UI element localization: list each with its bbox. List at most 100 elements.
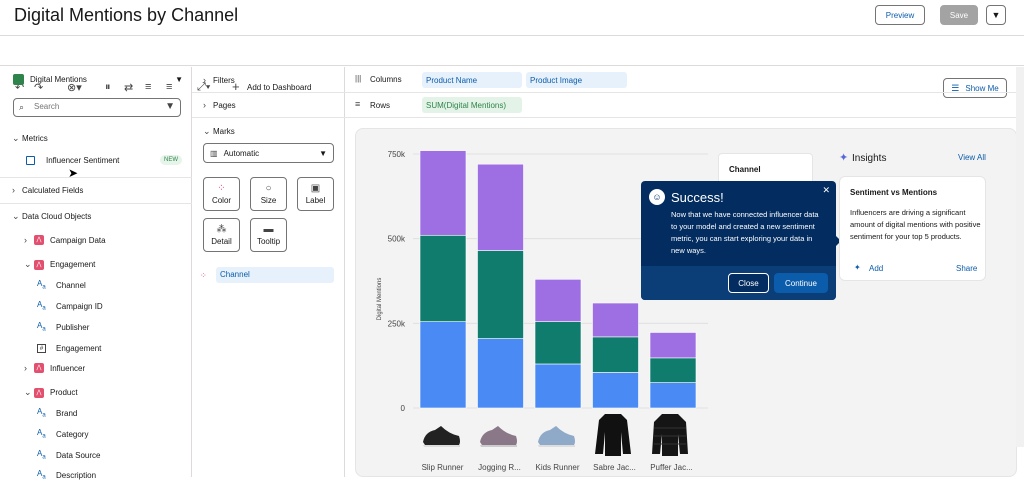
columns-pill-product-name[interactable]: Product Name — [422, 72, 522, 88]
field-data-source[interactable]: Aa Data Source — [37, 448, 100, 462]
search-field[interactable]: ⌕ ▼ — [13, 98, 181, 117]
popover-arrow — [836, 236, 841, 246]
bar-segment[interactable] — [649, 357, 697, 383]
rows-pill-sum-mentions[interactable]: SUM(Digital Mentions) — [422, 97, 522, 113]
search-input[interactable] — [34, 102, 154, 111]
view-all-link[interactable]: View All — [958, 153, 986, 162]
pages-section[interactable]: › Pages — [203, 100, 236, 110]
share-link[interactable]: Share — [956, 264, 978, 273]
bar-segment[interactable] — [419, 150, 467, 236]
number-field-icon: # — [37, 343, 46, 353]
object-icon: ⋀ — [34, 363, 44, 373]
label-label: Label — [305, 196, 326, 205]
field-engagement[interactable]: # Engagement — [37, 341, 101, 355]
undo-icon[interactable]: ↶ — [15, 82, 25, 94]
data-source-selector[interactable]: Digital Mentions ▼ — [13, 74, 183, 85]
calc-fields-label: Calculated Fields — [22, 185, 84, 195]
show-me-button[interactable]: ☰ Show Me — [943, 78, 1007, 98]
save-button[interactable]: Save — [940, 5, 978, 25]
bar-segment[interactable] — [649, 332, 697, 359]
field-channel[interactable]: Aa Channel — [37, 278, 86, 292]
einstein-avatar-icon: ☺ — [649, 189, 665, 205]
add-link[interactable]: Add — [869, 264, 884, 273]
calculated-fields-section[interactable]: › Calculated Fields — [12, 185, 83, 195]
tooltip-button[interactable]: ▬ Tooltip — [250, 218, 287, 252]
chevron-right-icon: › — [12, 185, 15, 195]
object-label: Influencer — [50, 363, 86, 373]
text-field-icon: Aa — [37, 407, 46, 419]
sort-descending-icon[interactable]: ≡ — [166, 81, 173, 93]
chevron-right-icon: › — [24, 363, 27, 373]
divider — [0, 177, 192, 178]
color-field-pill[interactable]: ⁘ Channel — [200, 267, 334, 283]
text-field-icon: Aa — [37, 449, 46, 461]
field-label: Engagement — [56, 343, 102, 353]
preview-button[interactable]: Preview — [875, 5, 925, 25]
detail-button[interactable]: ⁂ Detail — [203, 218, 240, 252]
field-label: Description — [56, 470, 97, 480]
chevron-down-icon: ▼ — [175, 75, 183, 84]
bar-segment[interactable] — [419, 321, 467, 409]
close-button[interactable]: Close — [728, 273, 769, 293]
data-source-icon — [13, 74, 24, 85]
fit-icon[interactable]: ⤢▾ — [197, 81, 211, 93]
bar-segment[interactable] — [534, 363, 582, 409]
mark-type-select[interactable]: ▥ Automatic ▼ — [203, 143, 334, 163]
continue-button[interactable]: Continue — [774, 273, 828, 293]
bar-segment[interactable] — [477, 250, 524, 339]
color-field-label: Channel — [216, 267, 334, 283]
save-menu-button[interactable]: ▼ — [986, 5, 1006, 25]
field-campaign-id[interactable]: Aa Campaign ID — [37, 299, 103, 313]
data-cloud-objects-section[interactable]: ⌄ Data Cloud Objects — [12, 211, 91, 222]
add-to-dashboard-label[interactable]: Add to Dashboard — [247, 83, 312, 92]
metrics-section[interactable]: ⌄ Metrics — [12, 133, 48, 144]
color-button[interactable]: ⁘ Color — [203, 177, 240, 211]
marks-section[interactable]: ⌄ Marks — [203, 126, 235, 137]
bar-segment[interactable] — [419, 234, 467, 322]
x-tick-label: Puffer Jac... — [650, 463, 693, 472]
bar-segment[interactable] — [534, 321, 582, 365]
label-button[interactable]: ▣ Label — [297, 177, 334, 211]
y-tick-label: 500k — [388, 235, 406, 244]
label-icon: ▣ — [310, 183, 321, 194]
object-product[interactable]: ⌄ ⋀ Product — [24, 387, 78, 398]
filter-icon[interactable]: ▼ — [165, 101, 175, 112]
object-influencer[interactable]: › ⋀ Influencer — [24, 363, 85, 373]
field-publisher[interactable]: Aa Publisher — [37, 320, 89, 334]
new-badge: NEW — [160, 155, 182, 165]
filters-section[interactable]: › Filters — [203, 75, 235, 85]
object-campaign-data[interactable]: › ⋀ Campaign Data — [24, 235, 106, 245]
field-label: Category — [56, 429, 89, 439]
field-description[interactable]: Aa Description — [37, 468, 96, 482]
bar-segment[interactable] — [592, 302, 639, 338]
add-icon[interactable]: + — [232, 79, 240, 94]
bar-segment[interactable] — [592, 336, 639, 373]
columns-pill-product-image[interactable]: Product Image — [526, 72, 627, 88]
close-icon[interactable]: ✕ — [822, 185, 830, 195]
field-category[interactable]: Aa Category — [37, 427, 88, 441]
page-title: Digital Mentions by Channel — [14, 5, 239, 25]
bar-segment[interactable] — [592, 372, 639, 409]
field-brand[interactable]: Aa Brand — [37, 406, 77, 420]
run-options-icon[interactable]: ⊗▾ — [67, 82, 82, 94]
popover-body: Now that we have connected influencer da… — [671, 210, 819, 255]
text-field-icon: Aa — [37, 428, 46, 440]
chevron-down-icon: ⌄ — [203, 126, 211, 136]
redo-icon[interactable]: ↷ — [34, 82, 44, 94]
insight-card-body: Influencers are driving a significant am… — [850, 208, 981, 241]
rows-icon: ≡ — [355, 99, 361, 109]
bar-segment[interactable] — [534, 279, 582, 322]
bar-segment[interactable] — [649, 382, 697, 409]
swap-icon[interactable]: ⇄ — [124, 82, 134, 94]
size-button[interactable]: ○ Size — [250, 177, 287, 211]
pause-icon[interactable]: ⏸ — [105, 81, 111, 93]
sort-ascending-icon[interactable]: ≡ — [145, 81, 152, 93]
metric-item[interactable]: Influencer Sentiment NEW — [26, 153, 182, 167]
bar-segment[interactable] — [477, 163, 524, 251]
object-label: Product — [50, 388, 78, 397]
object-engagement[interactable]: ⌄ ⋀ Engagement — [24, 259, 95, 270]
field-label: Publisher — [56, 322, 90, 332]
right-edge-scrollbar[interactable] — [1016, 67, 1024, 447]
shoe-image — [480, 426, 517, 447]
bar-segment[interactable] — [477, 338, 524, 409]
